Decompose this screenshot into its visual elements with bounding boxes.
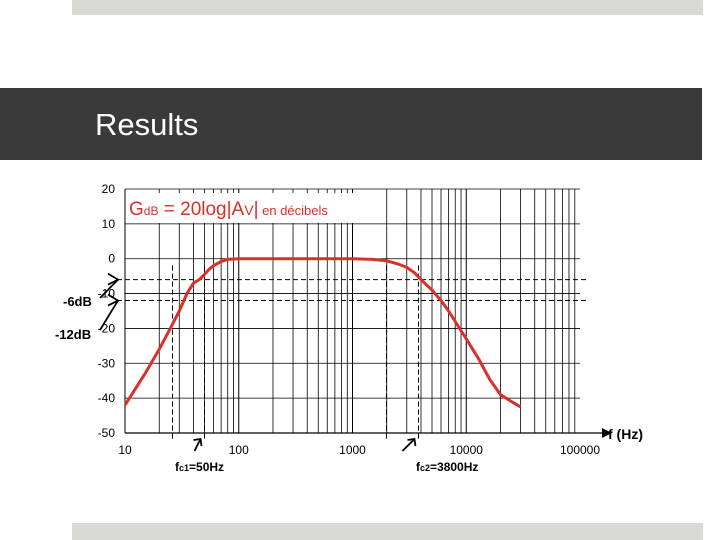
y-tick-label: -10	[98, 287, 116, 301]
x-tick-label: 100000	[560, 443, 600, 457]
cutoff-label: fc2=3800Hz	[416, 460, 478, 474]
x-tick-label: 1000	[339, 443, 366, 457]
x-tick-label: 10	[118, 443, 132, 457]
y-tick-label: 20	[102, 182, 116, 196]
title-band	[0, 88, 702, 160]
y-tick-label: 0	[108, 252, 115, 266]
ref-arrow	[99, 278, 119, 299]
cutoff-label: fc1=50Hz	[175, 460, 224, 474]
cutoff-arrowhead	[193, 437, 203, 447]
cutoff-arrowhead	[407, 437, 417, 447]
slide-title: Results	[95, 107, 199, 142]
gain-formula: GdB = 20log|AV| en décibels	[129, 199, 328, 220]
x-tick-label: 10000	[450, 443, 484, 457]
top-decor-bar	[72, 0, 703, 15]
y-tick-label: 10	[102, 217, 116, 231]
y-tick-label: -50	[98, 426, 116, 440]
ref-arrow	[99, 300, 119, 331]
ref-arrowhead	[107, 293, 120, 307]
ref-line-label: -6dB	[63, 294, 92, 309]
cutoff-arrow	[401, 438, 416, 452]
y-tick-label: -40	[98, 391, 116, 405]
y-tick-label: -30	[98, 356, 116, 370]
ref-arrowhead	[107, 272, 120, 286]
ref-line-label: -12dB	[55, 327, 91, 342]
formula-box	[128, 193, 368, 223]
x-tick-label: 100	[229, 443, 249, 457]
cutoff-arrow	[193, 438, 202, 452]
bottom-decor-bar	[72, 523, 703, 540]
x-axis-label: f (Hz)	[608, 426, 643, 442]
x-axis-arrowhead	[602, 428, 612, 438]
